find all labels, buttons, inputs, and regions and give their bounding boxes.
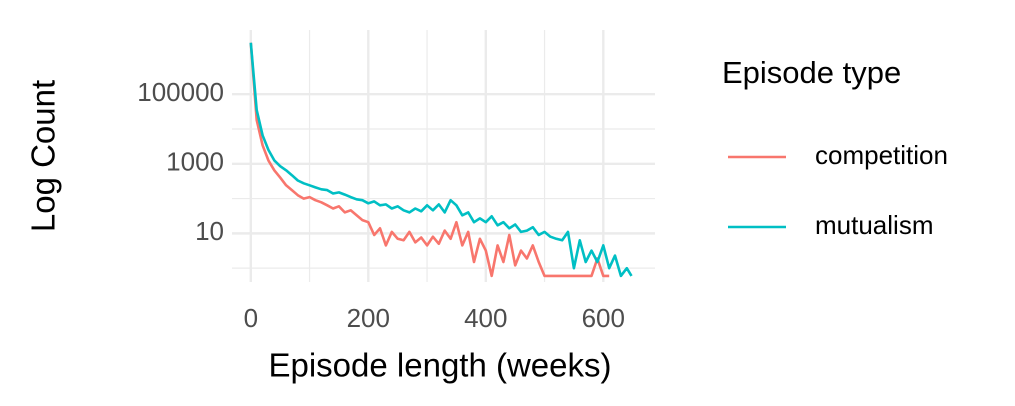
x-tick-label: 200: [347, 303, 390, 333]
x-tick-label: 600: [582, 303, 625, 333]
legend-label: competition: [815, 140, 948, 170]
y-tick-label: 1000: [166, 147, 224, 177]
x-tick-label: 400: [464, 303, 507, 333]
legend-label: mutualism: [815, 210, 933, 240]
y-axis-title: Log Count: [25, 80, 62, 232]
data-line: [249, 42, 610, 278]
x-tick-label: 0: [244, 303, 258, 333]
x-axis-title: Episode length (weeks): [268, 347, 611, 384]
legend-title: Episode type: [722, 55, 901, 90]
data-line: [249, 42, 633, 278]
y-tick-label: 100000: [137, 77, 224, 107]
y-tick-label: 10: [195, 216, 224, 246]
